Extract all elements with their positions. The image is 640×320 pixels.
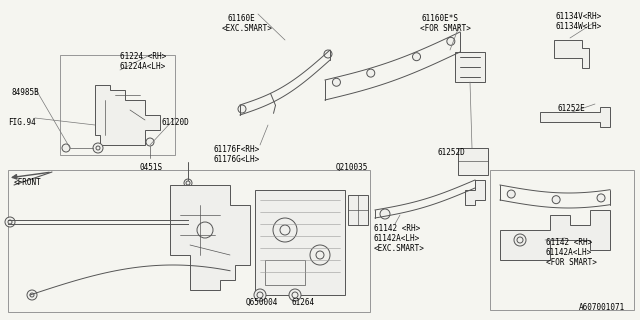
Text: Q650004: Q650004 <box>246 298 278 307</box>
Circle shape <box>332 78 340 86</box>
Circle shape <box>324 50 332 58</box>
Bar <box>255 190 345 295</box>
Bar <box>60 55 175 155</box>
Text: 61120D: 61120D <box>162 118 189 127</box>
Bar <box>455 52 485 82</box>
Text: Q210035: Q210035 <box>336 163 369 172</box>
Circle shape <box>380 209 390 219</box>
Polygon shape <box>500 210 610 260</box>
Text: 61142A<LH>: 61142A<LH> <box>546 248 592 257</box>
Circle shape <box>597 194 605 202</box>
Text: 61176F<RH>: 61176F<RH> <box>214 145 260 154</box>
Text: 61224A<LH>: 61224A<LH> <box>120 62 166 71</box>
Text: 61264: 61264 <box>292 298 315 307</box>
Text: <FRONT: <FRONT <box>14 178 42 187</box>
Text: 61252D: 61252D <box>438 148 466 157</box>
Text: 61134V<RH>: 61134V<RH> <box>556 12 602 21</box>
Polygon shape <box>465 180 485 205</box>
Circle shape <box>447 37 455 45</box>
Circle shape <box>184 179 192 187</box>
Circle shape <box>289 289 301 301</box>
Bar <box>265 260 305 285</box>
Circle shape <box>93 143 103 153</box>
Text: 61176G<LH>: 61176G<LH> <box>214 155 260 164</box>
Text: 61142 <RH>: 61142 <RH> <box>546 238 592 247</box>
Circle shape <box>197 222 213 238</box>
Circle shape <box>367 69 375 77</box>
Text: 61142A<LH>: 61142A<LH> <box>374 234 420 243</box>
Text: 84985B: 84985B <box>12 88 40 97</box>
Circle shape <box>273 218 297 242</box>
Circle shape <box>146 138 154 146</box>
Circle shape <box>254 289 266 301</box>
Polygon shape <box>170 185 250 290</box>
Circle shape <box>514 234 526 246</box>
Text: 61224 <RH>: 61224 <RH> <box>120 52 166 61</box>
Text: A607001071: A607001071 <box>579 303 625 312</box>
Circle shape <box>310 245 330 265</box>
Bar <box>490 170 634 310</box>
Text: 61134W<LH>: 61134W<LH> <box>556 22 602 31</box>
Bar <box>458 148 488 175</box>
Text: <FOR SMART>: <FOR SMART> <box>420 24 471 33</box>
Circle shape <box>62 144 70 152</box>
Circle shape <box>552 196 560 204</box>
Circle shape <box>508 190 515 198</box>
Polygon shape <box>95 85 160 145</box>
Text: <FOR SMART>: <FOR SMART> <box>546 258 597 267</box>
Circle shape <box>27 290 37 300</box>
Bar <box>348 195 368 225</box>
Text: <EXC.SMART>: <EXC.SMART> <box>374 244 425 253</box>
Text: 61252E: 61252E <box>558 104 586 113</box>
Text: 61160E: 61160E <box>228 14 256 23</box>
Text: FIG.94: FIG.94 <box>8 118 36 127</box>
Bar <box>8 170 370 312</box>
Circle shape <box>413 53 420 61</box>
Polygon shape <box>554 40 589 68</box>
Text: <EXC.SMART>: <EXC.SMART> <box>222 24 273 33</box>
Polygon shape <box>540 107 610 127</box>
Circle shape <box>238 105 246 113</box>
Text: 61160E*S: 61160E*S <box>422 14 459 23</box>
Text: 61142 <RH>: 61142 <RH> <box>374 224 420 233</box>
Text: 0451S: 0451S <box>140 163 163 172</box>
Circle shape <box>5 217 15 227</box>
